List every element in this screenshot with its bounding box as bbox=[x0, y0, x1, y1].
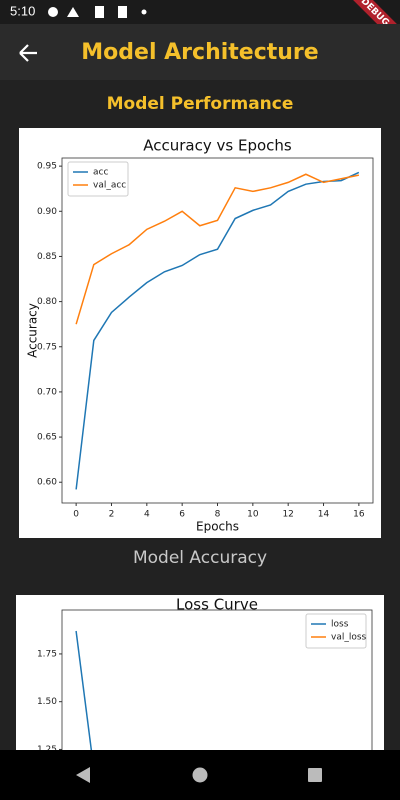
section-title: Model Performance bbox=[107, 94, 294, 114]
x-tick-label: 6 bbox=[179, 510, 185, 520]
y-axis-label: Accuracy bbox=[26, 303, 40, 358]
data-line bbox=[75, 173, 360, 325]
x-tick-label: 16 bbox=[353, 510, 365, 520]
x-tick-label: 8 bbox=[215, 510, 221, 520]
x-tick-label: 14 bbox=[318, 510, 330, 520]
data-line bbox=[75, 630, 95, 769]
nav-recents[interactable] bbox=[308, 768, 322, 782]
x-tick-label: 4 bbox=[144, 510, 150, 520]
y-tick-label: 1.75 bbox=[37, 649, 57, 659]
y-tick-label: 0.70 bbox=[37, 387, 57, 397]
y-tick-label: 0.95 bbox=[37, 162, 57, 172]
legend-label: acc bbox=[93, 168, 108, 178]
charts: Accuracy vs Epochs Epochs Accuracy 0.60 0.65… bbox=[26, 137, 374, 800]
x-tick-label: 10 bbox=[247, 510, 259, 520]
app-bar bbox=[0, 24, 400, 80]
y-tick-label: 0.90 bbox=[37, 207, 57, 217]
chart-title: Accuracy vs Epochs bbox=[143, 137, 292, 155]
nav-back[interactable] bbox=[76, 767, 90, 783]
data-line bbox=[75, 171, 360, 490]
legend-box bbox=[67, 161, 129, 197]
y-tick-label: 0.80 bbox=[37, 297, 57, 307]
chart-title: Loss Curve bbox=[176, 596, 258, 614]
status-time: 5:10 bbox=[10, 3, 35, 18]
y-tick-label: 1.25 bbox=[37, 745, 57, 755]
x-tick-label: 0 bbox=[73, 510, 79, 520]
x-axis-label: Epochs bbox=[196, 520, 239, 534]
app-title: Model Architecture bbox=[81, 40, 318, 65]
legend-label: loss bbox=[331, 620, 349, 630]
legend-box bbox=[305, 613, 367, 649]
y-tick-label: 0.60 bbox=[37, 478, 57, 488]
x-tick-label: 12 bbox=[282, 510, 293, 520]
status-bar bbox=[0, 0, 400, 24]
y-tick-label: 0.75 bbox=[37, 342, 57, 352]
y-tick-label: 0.65 bbox=[37, 433, 57, 443]
y-tick-label: 0.85 bbox=[37, 252, 57, 262]
status-icons bbox=[48, 6, 147, 18]
x-tick-label: 2 bbox=[109, 510, 115, 520]
y-tick-label: 1.50 bbox=[37, 697, 57, 707]
legend-label: val_acc bbox=[93, 181, 126, 191]
back-button[interactable] bbox=[19, 44, 37, 62]
nav-home[interactable] bbox=[192, 767, 208, 783]
caption: Model Accuracy bbox=[133, 548, 267, 568]
legend-label: val_loss bbox=[331, 633, 367, 643]
